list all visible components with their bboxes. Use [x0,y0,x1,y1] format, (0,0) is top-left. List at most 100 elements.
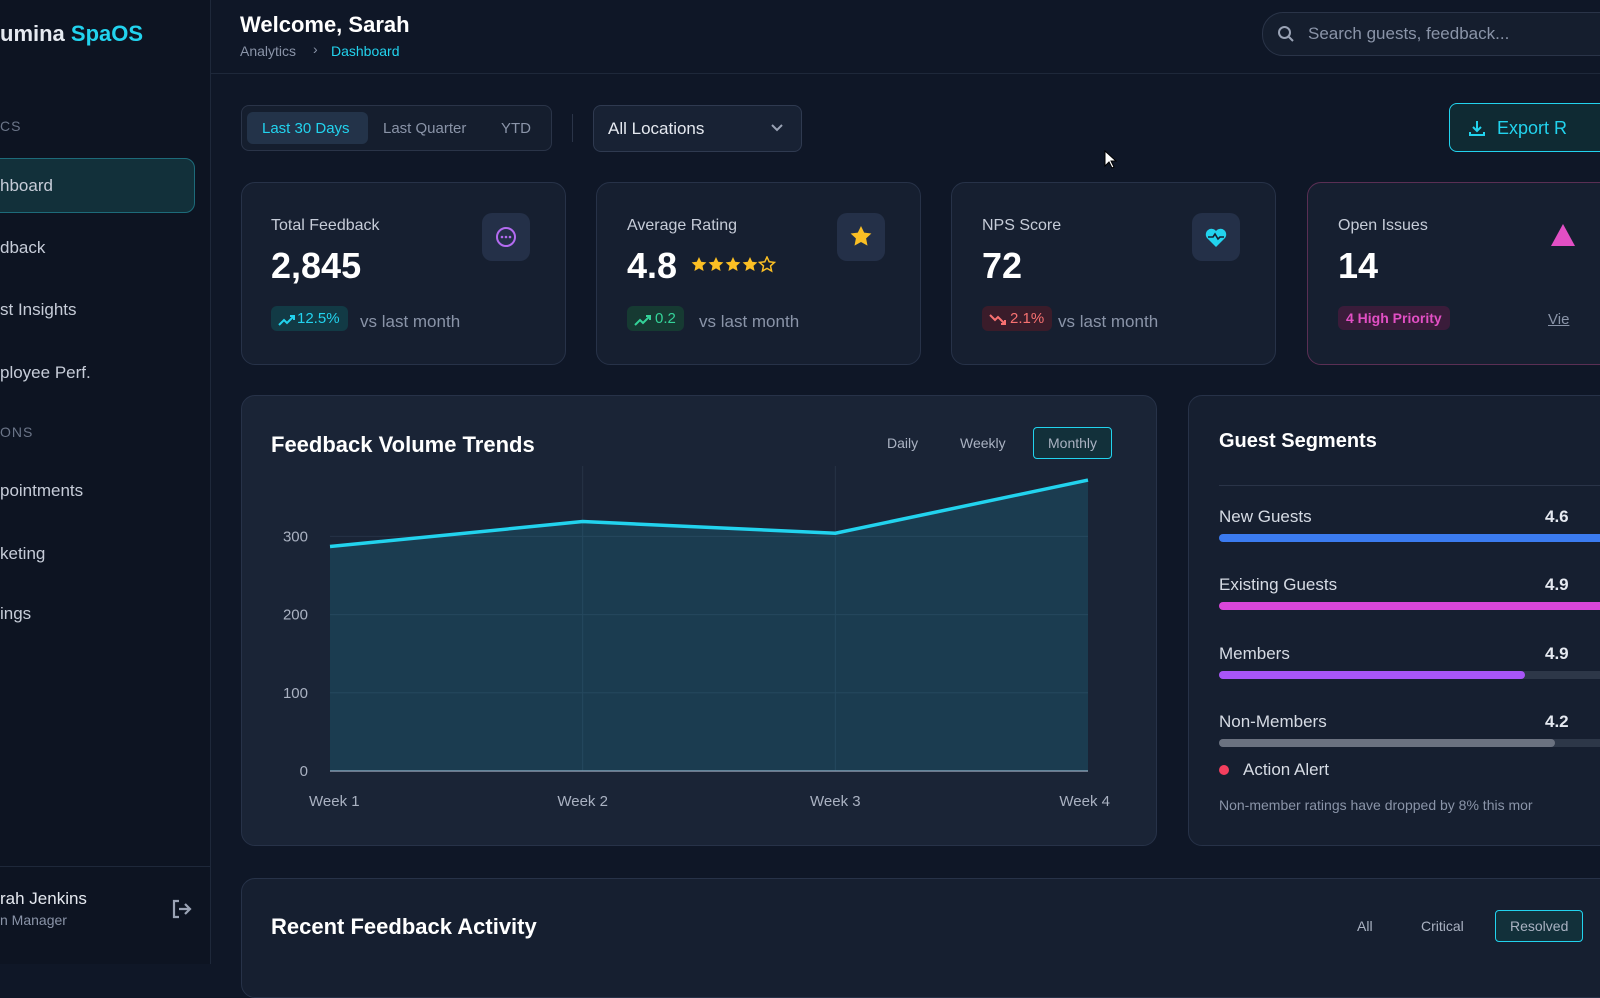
segments-title: Guest Segments [1219,430,1377,452]
filter-tab[interactable]: Resolved [1495,910,1584,942]
y-tick-label: 0 [300,763,308,780]
alert-title: Action Alert [1243,760,1329,779]
x-tick-label: Week 1 [309,793,360,810]
divider [1219,485,1600,486]
view-tab[interactable]: Weekly [960,435,1006,451]
range-tab[interactable]: Last Quarter [383,120,467,137]
kpi-value: 2,845 [271,245,362,286]
nav-item[interactable]: keting [0,544,46,563]
line-chart: 0 100 200 300 Week 1 Week 2 Week 3 Week 4 [283,466,1110,810]
breadcrumb[interactable]: Analytics [240,43,297,59]
segment-rating: 4.9 [1545,644,1569,663]
brand-name: umina [0,21,65,46]
segment-bar [1219,534,1600,542]
mouse-cursor [1104,150,1118,169]
kpi-note: vs last month [1058,312,1159,331]
segment-bar [1219,602,1600,610]
recent-card: Recent Feedback Activity All Critical Re… [241,878,1600,998]
chat-icon [496,227,516,247]
nav-item[interactable]: dback [0,238,46,257]
divider [0,866,210,867]
search-placeholder: Search guests, feedback... [1308,24,1510,43]
x-tick-label: Week 3 [810,793,861,810]
kpi-value: 4.8 [627,245,678,286]
kpi-change: 12.5% [271,306,348,331]
kpi-value: 72 [982,245,1023,286]
nav-item[interactable]: hboard [0,176,53,195]
view-tab[interactable]: Monthly [1033,427,1113,459]
view-tab[interactable]: Daily [887,435,919,451]
download-icon [1469,121,1485,136]
section-label: ONS [0,424,34,440]
kpi-value: 14 [1338,245,1379,286]
kpi-note: vs last month [360,312,461,331]
y-tick-label: 200 [283,607,308,624]
nav-item[interactable]: pointments [0,481,84,500]
trend-down [989,314,1006,325]
segment-name: New Guests [1219,507,1312,526]
kpi-label: Average Rating [627,217,737,234]
stars [691,256,777,273]
logout-icon[interactable] [170,898,192,920]
kpi-change: 0.2 [627,306,684,331]
search-icon [1278,26,1294,42]
search-box[interactable]: Search guests, feedback... [1262,12,1600,56]
kpi-card: Total Feedback 2,845 12.5% vs last month [241,182,566,365]
chevron [771,124,783,132]
kpi-label: NPS Score [982,217,1062,234]
segment-rating: 4.9 [1545,575,1569,594]
segment-rating: 4.2 [1545,712,1569,731]
nav-active[interactable] [0,158,195,213]
alert-dot [1219,765,1229,775]
line-area [330,480,1088,771]
range-tab[interactable]: YTD [501,120,531,137]
segment-name: Members [1219,644,1290,663]
tab-active [247,112,368,144]
breadcrumb[interactable]: Dashboard [331,43,400,59]
segment-name: Non-Members [1219,712,1327,731]
user-name: rah Jenkins [0,889,87,908]
nav-item[interactable]: ings [0,604,32,623]
kpi-card: Average Rating 4.8 0.2 vs last month [596,182,921,365]
location-value: All Locations [608,119,705,138]
segment-rating: 4.6 [1545,507,1569,526]
chart-card: Feedback Volume Trends Daily Weekly Mont… [241,395,1157,846]
export-button[interactable]: Export R [1449,103,1600,152]
kpi-icon [482,213,530,261]
kpi-card: Open Issues 14 4 High Priority Vie [1307,182,1600,365]
filter-tab[interactable]: Critical [1421,918,1464,934]
nav-item[interactable]: ployee Perf. [0,363,91,382]
segment-name: Existing Guests [1219,575,1338,594]
trend-up [634,315,651,326]
chart-title: Feedback Volume Trends [271,432,535,457]
line-series [329,478,1089,549]
alert-icon [1551,224,1575,246]
alert-text: Non-member ratings have dropped by 8% th… [1219,797,1533,813]
x-tick-label: Week 4 [1059,793,1110,810]
kpi-note: vs last month [699,312,800,331]
recent-title: Recent Feedback Activity [271,914,537,939]
star-icon [850,226,872,246]
y-tick-label: 100 [283,685,308,702]
kpi-label: Open Issues [1338,217,1428,234]
user-role: n Manager [0,912,67,928]
x-tick-label: Week 2 [557,793,608,810]
brand-accent: SpaOS [70,21,144,46]
segment-bar [1219,739,1555,747]
brand: umina SpaOS [0,21,143,47]
segments-card: Guest Segments New Guests 4.6 Existing G… [1188,395,1600,846]
kpi-card: NPS Score 72 2.1% vs last month [951,182,1276,365]
section-label: CS [0,118,22,134]
range-tab[interactable]: Last 30 Days [262,120,350,137]
divider [572,114,573,142]
kpi-icon [1192,213,1240,261]
location-select[interactable]: All Locations [593,105,802,152]
kpi-label: Total Feedback [271,217,380,234]
y-tick-label: 300 [283,528,308,545]
view-link[interactable]: Vie [1548,311,1570,328]
filter-tab[interactable]: All [1357,918,1373,934]
segment-bar [1219,671,1525,679]
page-title: Welcome, Sarah [240,12,410,37]
nav-item[interactable]: st Insights [0,300,77,319]
